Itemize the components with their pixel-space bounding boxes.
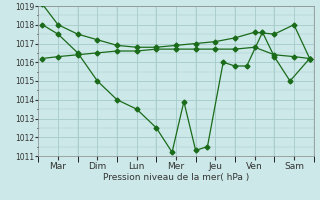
X-axis label: Pression niveau de la mer( hPa ): Pression niveau de la mer( hPa ) (103, 173, 249, 182)
